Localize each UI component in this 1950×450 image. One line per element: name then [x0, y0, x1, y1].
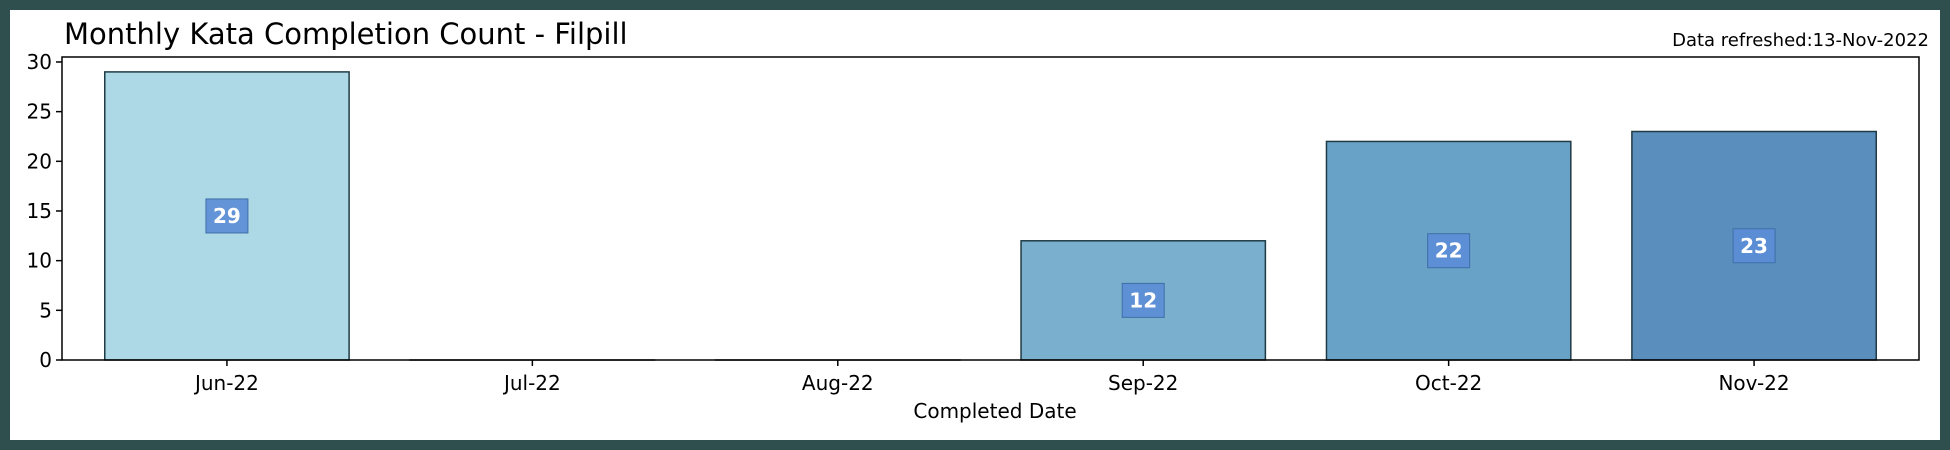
plot-area-frame [61, 56, 1920, 361]
x-tick-label: Jun-22 [193, 371, 259, 395]
x-tick-label: Nov-22 [1718, 371, 1789, 395]
data-label: 23 [1740, 234, 1768, 258]
y-tick-label: 15 [27, 199, 52, 223]
x-tick-label: Oct-22 [1415, 371, 1482, 395]
data-refreshed-label: Data refreshed:13-Nov-2022 [1672, 30, 1929, 51]
y-tick-label: 25 [27, 100, 52, 124]
y-tick-label: 10 [27, 249, 52, 273]
x-tick-label: Jul-22 [502, 371, 561, 395]
x-tick-label: Sep-22 [1108, 371, 1178, 395]
y-tick-label: 5 [39, 298, 52, 322]
y-tick-label: 30 [27, 50, 52, 74]
y-tick-label: 0 [39, 348, 52, 372]
data-label-box [205, 198, 249, 234]
data-label: 12 [1129, 288, 1157, 312]
x-tick-label: Aug-22 [802, 371, 874, 395]
y-tick-label: 20 [27, 149, 52, 173]
data-label-box [1732, 228, 1776, 264]
data-label: 22 [1435, 239, 1463, 263]
data-label-box [1121, 282, 1165, 318]
data-label: 29 [213, 204, 241, 228]
chart-frame: Monthly Kata Completion Count - Filpill … [10, 10, 1940, 440]
chart-title: Monthly Kata Completion Count - Filpill [64, 17, 628, 51]
chart: Monthly Kata Completion Count - Filpill … [27, 17, 1929, 423]
data-label-box [1427, 233, 1471, 269]
x-axis-label: Completed Date [913, 399, 1076, 423]
bar-oct-22 [1325, 140, 1572, 361]
